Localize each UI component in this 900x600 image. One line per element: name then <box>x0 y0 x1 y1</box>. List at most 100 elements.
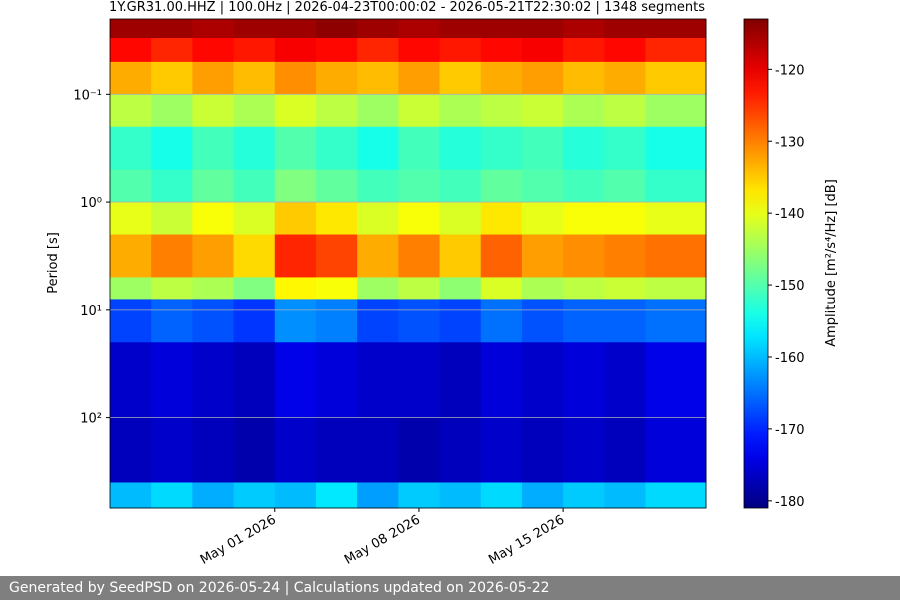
heatmap-cell <box>151 126 193 171</box>
heatmap-cell <box>521 19 564 39</box>
heatmap-cell <box>357 299 399 343</box>
heatmap-cell <box>439 202 482 236</box>
heatmap-cell <box>398 234 441 278</box>
heatmap-cell <box>192 417 235 483</box>
colorbar-tick-label: -130 <box>775 135 805 150</box>
heatmap-cell <box>645 299 707 343</box>
heatmap-cell <box>563 482 605 509</box>
heatmap-cell <box>151 61 193 95</box>
heatmap-cell <box>192 61 235 95</box>
heatmap-cell <box>315 19 358 39</box>
colorbar-tick-label: -120 <box>775 63 805 78</box>
heatmap-cell <box>439 299 482 343</box>
heatmap-cell <box>357 126 399 171</box>
heatmap-cell <box>315 342 358 419</box>
heatmap-cell <box>439 277 482 300</box>
heatmap-cell <box>315 169 358 203</box>
heatmap-cell <box>439 234 482 278</box>
heatmap-cell <box>357 482 399 509</box>
heatmap-cell <box>233 482 276 509</box>
colorbar-tick-label: -140 <box>775 207 805 222</box>
heatmap-cell <box>233 169 276 203</box>
heatmap-cell <box>645 234 707 278</box>
y-tick-label: 10⁻¹ <box>73 88 102 103</box>
heatmap-cell <box>604 169 646 203</box>
heatmap-cell <box>192 37 235 63</box>
heatmap-cell <box>480 417 523 483</box>
heatmap-cell <box>274 417 317 483</box>
heatmap-cell <box>315 126 358 171</box>
heatmap-cell <box>563 342 605 419</box>
y-tick-label: 10¹ <box>80 304 102 319</box>
heatmap-cell <box>563 19 605 39</box>
colorbar-tick-label: -150 <box>775 279 805 294</box>
heatmap-cell <box>110 61 152 95</box>
heatmap-cell <box>110 342 152 419</box>
heatmap-cell <box>357 169 399 203</box>
heatmap-cell <box>151 169 193 203</box>
heatmap-cell <box>274 61 317 95</box>
colorbar-tick-label: -160 <box>775 351 805 366</box>
plot-frame <box>109 18 707 509</box>
heatmap-cell <box>645 37 707 63</box>
heatmap-cell <box>439 61 482 95</box>
heatmap-cell <box>110 482 152 509</box>
heatmap-cell <box>645 169 707 203</box>
heatmap <box>110 19 707 509</box>
heatmap-cell <box>604 61 646 95</box>
heatmap-cell <box>151 277 193 300</box>
heatmap-cell <box>439 169 482 203</box>
heatmap-cell <box>480 342 523 419</box>
heatmap-cell <box>398 202 441 236</box>
heatmap-cell <box>151 482 193 509</box>
heatmap-cell <box>645 94 707 128</box>
heatmap-cell <box>480 277 523 300</box>
heatmap-cell <box>192 299 235 343</box>
x-tick-label: May 15 2026 <box>486 512 567 567</box>
heatmap-cell <box>274 482 317 509</box>
heatmap-cell <box>233 202 276 236</box>
heatmap-cell <box>233 61 276 95</box>
heatmap-cell <box>480 202 523 236</box>
heatmap-cell <box>480 169 523 203</box>
heatmap-cell <box>110 299 152 343</box>
heatmap-cell <box>604 126 646 171</box>
heatmap-cell <box>563 234 605 278</box>
heatmap-cell <box>110 19 152 39</box>
heatmap-cell <box>563 169 605 203</box>
heatmap-cell <box>563 94 605 128</box>
heatmap-cell <box>521 126 564 171</box>
colorbar-tick-label: -180 <box>775 495 805 510</box>
heatmap-cell <box>563 61 605 95</box>
heatmap-cell <box>604 417 646 483</box>
heatmap-cell <box>398 19 441 39</box>
heatmap-cell <box>563 202 605 236</box>
heatmap-cell <box>357 61 399 95</box>
heatmap-cell <box>480 234 523 278</box>
heatmap-cell <box>315 417 358 483</box>
heatmap-cell <box>233 277 276 300</box>
heatmap-cell <box>604 37 646 63</box>
heatmap-cell <box>521 202 564 236</box>
heatmap-cell <box>192 342 235 419</box>
heatmap-cell <box>192 234 235 278</box>
heatmap-cell <box>398 417 441 483</box>
heatmap-cell <box>274 19 317 39</box>
heatmap-cell <box>645 417 707 483</box>
heatmap-cell <box>357 19 399 39</box>
heatmap-cell <box>604 299 646 343</box>
heatmap-cell <box>274 169 317 203</box>
heatmap-cell <box>274 342 317 419</box>
heatmap-cell <box>151 94 193 128</box>
heatmap-cell <box>563 417 605 483</box>
heatmap-cell <box>521 37 564 63</box>
heatmap-cell <box>233 94 276 128</box>
heatmap-cell <box>398 299 441 343</box>
heatmap-cell <box>151 299 193 343</box>
heatmap-cell <box>357 234 399 278</box>
y-tick-label: 10⁰ <box>80 196 102 211</box>
heatmap-cell <box>645 342 707 419</box>
footer: Generated by SeedPSD on 2026-05-24 | Cal… <box>0 576 900 600</box>
x-tick-label: May 08 2026 <box>342 512 423 567</box>
heatmap-cell <box>110 202 152 236</box>
